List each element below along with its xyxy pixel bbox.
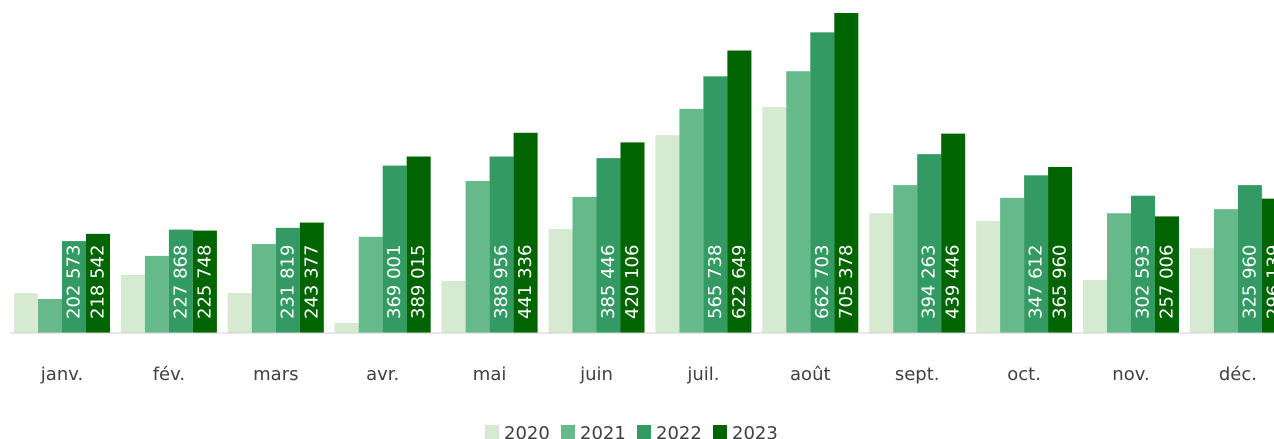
bar xyxy=(727,50,752,333)
bar xyxy=(14,293,38,333)
bar xyxy=(38,298,62,333)
value-label: 227 868 xyxy=(170,245,191,319)
x-tick-label: nov. xyxy=(1112,364,1149,385)
bar xyxy=(869,213,894,333)
bar xyxy=(834,13,859,333)
value-label: 662 703 xyxy=(812,245,833,319)
legend-swatch xyxy=(637,425,651,439)
value-label: 622 649 xyxy=(729,245,750,319)
legend-swatch xyxy=(561,425,575,439)
value-label: 441 336 xyxy=(515,245,536,319)
value-label: 325 960 xyxy=(1239,245,1260,319)
legend-swatch xyxy=(713,425,727,439)
bar xyxy=(1213,209,1238,333)
bar xyxy=(655,135,680,333)
legend-swatch xyxy=(485,425,499,439)
bar xyxy=(620,142,645,333)
bar xyxy=(513,132,538,333)
bar xyxy=(489,156,514,333)
bar xyxy=(251,244,276,333)
bar xyxy=(572,196,597,333)
x-tick-label: mars xyxy=(253,364,298,385)
bar xyxy=(1024,175,1049,333)
bar xyxy=(976,220,1001,333)
value-label: 257 006 xyxy=(1157,245,1178,319)
value-label: 705 378 xyxy=(836,245,857,319)
value-label: 231 819 xyxy=(277,245,298,319)
bar xyxy=(1237,185,1262,333)
value-label: 420 106 xyxy=(622,245,643,319)
x-tick-label: mai xyxy=(473,364,507,385)
bar xyxy=(120,274,145,333)
value-label: 388 956 xyxy=(491,245,512,319)
bar xyxy=(548,229,573,333)
x-tick-label: août xyxy=(790,364,831,385)
bar xyxy=(762,107,787,333)
bar xyxy=(168,229,193,333)
value-label: 296 139 xyxy=(1263,245,1274,319)
bar xyxy=(275,227,300,333)
value-label: 218 542 xyxy=(88,245,109,319)
bar xyxy=(917,154,942,333)
bar xyxy=(465,181,490,333)
bar xyxy=(382,165,407,333)
x-tick-label: juin xyxy=(579,364,613,385)
legend-label: 2021 xyxy=(580,423,626,439)
x-tick-label: sept. xyxy=(895,364,940,385)
value-label: 565 738 xyxy=(705,245,726,319)
bar xyxy=(299,222,324,333)
bar xyxy=(1131,195,1155,333)
bar xyxy=(144,255,169,333)
bar xyxy=(810,32,835,333)
bar xyxy=(679,108,704,333)
x-tick-label: oct. xyxy=(1007,364,1041,385)
x-tick-label: fév. xyxy=(153,364,185,385)
value-label: 365 960 xyxy=(1050,245,1071,319)
bar xyxy=(192,230,217,333)
bar xyxy=(596,158,621,333)
x-tick-label: déc. xyxy=(1219,364,1257,385)
bar xyxy=(406,156,431,333)
value-label: 369 001 xyxy=(384,245,405,319)
bar xyxy=(86,233,110,333)
bar xyxy=(1048,166,1073,333)
bar xyxy=(441,280,466,333)
bar xyxy=(358,236,383,333)
value-label: 202 573 xyxy=(64,245,85,319)
legend-label: 2022 xyxy=(656,423,702,439)
bar xyxy=(227,293,252,333)
x-tick-label: avr. xyxy=(366,364,399,385)
bar xyxy=(62,241,86,333)
bar xyxy=(703,76,728,334)
bar xyxy=(786,71,811,334)
bar xyxy=(334,323,359,333)
value-label: 439 446 xyxy=(943,245,964,319)
value-label: 347 612 xyxy=(1026,245,1047,319)
bar xyxy=(1000,197,1025,333)
legend-label: 2023 xyxy=(732,423,778,439)
value-label: 225 748 xyxy=(194,245,215,319)
bar xyxy=(1083,279,1107,333)
bar xyxy=(1107,213,1131,333)
bar xyxy=(1261,198,1274,333)
legend-label: 2020 xyxy=(504,423,550,439)
value-label: 385 446 xyxy=(598,245,619,319)
bar xyxy=(1189,248,1214,333)
value-label: 302 593 xyxy=(1133,245,1154,319)
bar xyxy=(941,133,966,333)
value-label: 389 015 xyxy=(408,245,429,319)
x-tick-label: janv. xyxy=(40,364,83,385)
value-label: 394 263 xyxy=(919,245,940,319)
x-tick-label: juil. xyxy=(686,364,719,385)
bar xyxy=(893,185,918,333)
bar xyxy=(1155,216,1179,333)
value-label: 243 377 xyxy=(301,245,322,319)
